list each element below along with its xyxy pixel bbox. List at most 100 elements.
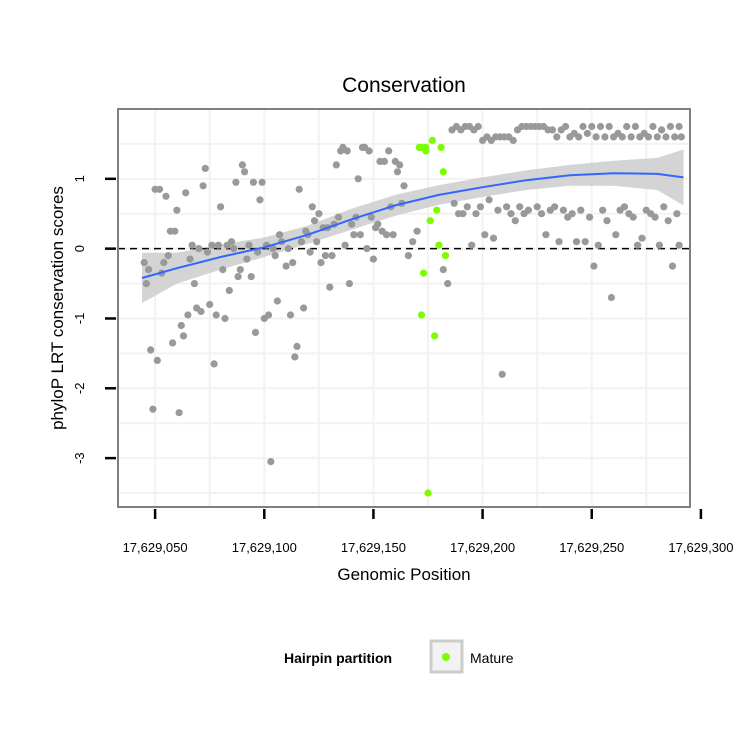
data-point — [374, 220, 382, 228]
x-axis-ticks: 17,629,050 17,629,100 17,629,150 17,629,200… — [123, 509, 733, 555]
data-point — [577, 206, 585, 214]
legend-key-mature-dot — [442, 653, 450, 661]
data-point — [162, 192, 170, 200]
data-point — [345, 280, 353, 288]
y-axis-title: phyloP LRT conservation scores — [48, 186, 67, 430]
data-point — [509, 136, 517, 144]
data-point — [245, 241, 253, 249]
data-point — [671, 133, 679, 141]
data-point — [476, 203, 484, 211]
data-point — [393, 168, 402, 176]
data-point — [321, 252, 329, 260]
data-point — [627, 133, 635, 141]
data-point — [537, 210, 546, 218]
data-point — [367, 213, 375, 221]
data-point — [596, 122, 605, 131]
data-point — [463, 203, 471, 211]
data-point — [651, 213, 659, 221]
data-point — [468, 241, 476, 249]
data-point — [548, 126, 557, 134]
data-point — [282, 262, 290, 270]
data-point — [203, 248, 212, 256]
data-point — [533, 203, 541, 211]
data-point — [623, 122, 631, 131]
x-tick-label: 17,629,100 — [232, 540, 297, 555]
data-point — [186, 255, 194, 263]
data-point — [343, 147, 351, 155]
data-point — [583, 129, 592, 137]
data-point — [603, 217, 611, 225]
data-point — [675, 241, 683, 249]
data-point — [439, 266, 447, 274]
y-tick-label: -2 — [72, 383, 87, 395]
data-point — [230, 245, 238, 253]
data-point — [217, 203, 225, 211]
data-point — [660, 203, 668, 211]
data-point — [612, 231, 620, 239]
data-point — [369, 255, 377, 263]
data-point — [553, 133, 561, 141]
data-point-mature — [424, 489, 432, 497]
data-point — [201, 164, 209, 172]
x-tick-label: 17,629,250 — [559, 540, 624, 555]
data-point — [177, 321, 185, 330]
data-point — [328, 252, 336, 260]
data-point — [631, 122, 640, 131]
data-point — [607, 293, 616, 302]
data-point-mature — [433, 206, 441, 214]
data-point — [644, 133, 653, 141]
data-point — [254, 248, 262, 256]
data-point — [313, 238, 321, 246]
data-point — [472, 210, 480, 218]
data-point — [295, 185, 303, 193]
data-point — [286, 311, 295, 319]
data-point — [271, 252, 279, 260]
data-point — [341, 241, 349, 249]
data-point — [481, 231, 489, 239]
data-point — [179, 332, 188, 340]
data-point — [140, 259, 148, 267]
x-tick-label: 17,629,150 — [341, 540, 406, 555]
data-point — [662, 133, 670, 141]
data-point — [588, 122, 596, 131]
data-point — [365, 147, 373, 155]
data-point — [555, 238, 563, 246]
x-tick-label: 17,629,050 — [123, 540, 188, 555]
plot-border — [117, 108, 691, 508]
data-point — [289, 259, 297, 267]
legend-title: Hairpin partition — [284, 650, 392, 666]
data-point — [444, 280, 452, 288]
data-point — [308, 203, 316, 211]
data-point — [149, 405, 157, 413]
data-point — [284, 245, 292, 253]
data-point — [594, 241, 602, 249]
data-point — [653, 133, 661, 141]
data-point — [348, 220, 356, 228]
data-point — [182, 189, 190, 197]
data-point — [243, 255, 251, 263]
data-point-mature — [441, 252, 450, 260]
data-point — [241, 168, 249, 176]
data-point — [326, 283, 334, 291]
data-point — [507, 210, 515, 218]
data-point — [542, 231, 550, 239]
data-point — [188, 241, 196, 249]
data-point — [668, 262, 677, 270]
data-point — [638, 234, 646, 242]
data-point — [332, 161, 340, 169]
data-point-mature — [417, 311, 426, 319]
data-point — [677, 133, 685, 141]
data-point — [197, 307, 205, 316]
data-point — [664, 217, 672, 225]
y-tick-label: -1 — [72, 313, 87, 325]
chart-title: Conservation — [342, 74, 466, 97]
x-tick-label: 17,629,300 — [668, 540, 733, 555]
data-point — [190, 280, 198, 288]
data-point — [247, 273, 255, 281]
data-point — [317, 259, 325, 267]
data-point — [315, 210, 323, 218]
data-point — [160, 259, 168, 267]
data-point — [575, 133, 583, 141]
data-point — [147, 346, 155, 354]
